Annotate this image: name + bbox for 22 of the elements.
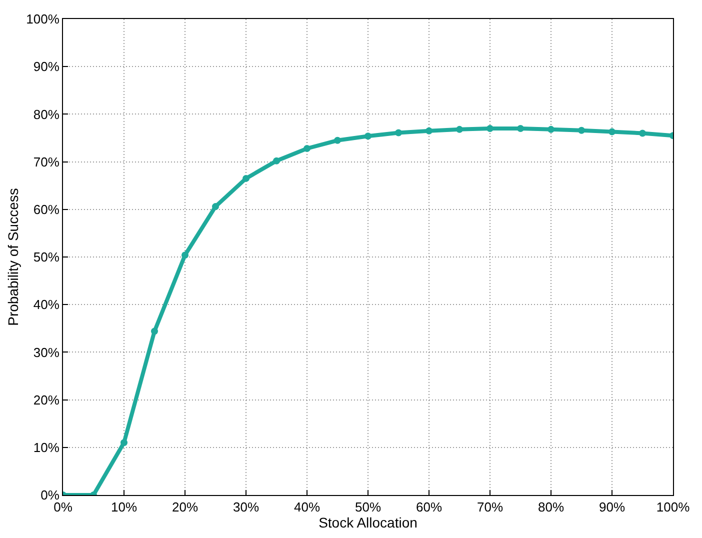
y-tick-label: 60% [33,202,60,217]
x-tick-label: 70% [476,500,504,515]
y-axis-title: Probability of Success [4,188,21,326]
x-tick-label: 40% [294,500,320,515]
x-tick-label: 10% [110,500,138,515]
x-tick-label: 100% [656,500,690,515]
y-tick-label: 40% [33,297,60,312]
y-tick-label: 10% [33,440,60,455]
x-axis-title: Stock Allocation [318,514,418,531]
x-tick-label: 80% [538,500,564,515]
x-tick-label: 50% [354,500,382,515]
x-tick-label: 20% [172,500,198,515]
y-tick-label: 50% [33,250,60,265]
x-tick-label: 60% [416,500,442,515]
y-tick-label: 90% [33,59,60,74]
y-tick-label: 80% [33,106,60,122]
y-tick-label: 20% [33,392,60,408]
y-tick-label: 30% [33,344,60,360]
y-tick-label: 70% [33,154,60,170]
x-tick-label: 90% [598,500,626,515]
x-tick-label: 30% [232,500,260,515]
y-tick-label: 100% [26,12,60,27]
